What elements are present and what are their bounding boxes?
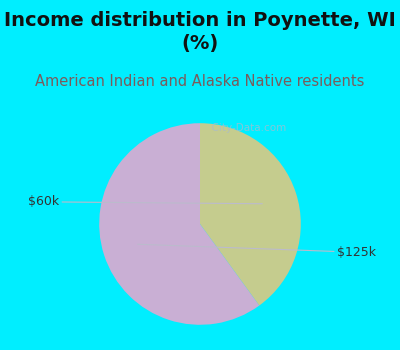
- Wedge shape: [200, 123, 301, 306]
- Wedge shape: [99, 123, 259, 325]
- Text: Income distribution in Poynette, WI
(%): Income distribution in Poynette, WI (%): [4, 10, 396, 53]
- Text: $60k: $60k: [28, 195, 262, 208]
- Text: $125k: $125k: [138, 244, 376, 259]
- Text: American Indian and Alaska Native residents: American Indian and Alaska Native reside…: [35, 74, 365, 89]
- Text: City-Data.com: City-Data.com: [205, 123, 286, 133]
